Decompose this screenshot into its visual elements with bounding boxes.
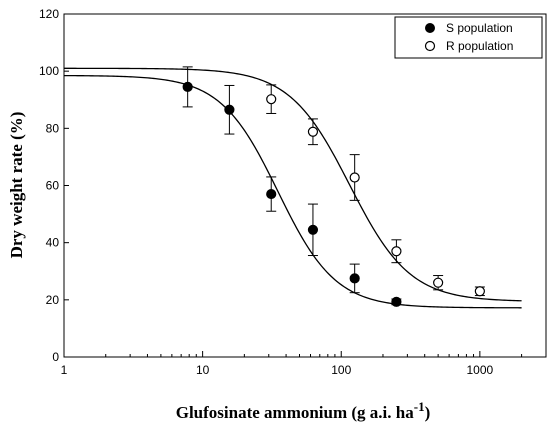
y-axis-title: Dry weight rate (%): [7, 112, 26, 259]
data-point-r: [307, 126, 319, 137]
x-axis-title-close: ): [425, 403, 431, 422]
legend-label-r: R population: [446, 39, 513, 53]
data-point-s: [266, 188, 277, 200]
fit-curves: [63, 67, 522, 309]
y-tick-label: 20: [46, 293, 60, 307]
error-bars: [182, 66, 485, 306]
x-axis-title-superscript: -1: [414, 399, 425, 414]
legend-box: [394, 16, 543, 59]
data-point-r: [433, 277, 444, 288]
data-point-s: [224, 104, 235, 115]
legend-marker-s: [425, 23, 435, 33]
data-point-r: [266, 94, 277, 105]
data-point-s: [391, 296, 402, 307]
data-point-r: [349, 172, 360, 183]
y-tick-label: 0: [52, 350, 59, 364]
legend-marker-r: [424, 40, 436, 52]
x-axis-title: Glufosinate ammonium (g a.i. ha-1): [176, 399, 431, 422]
y-tick-label: 40: [46, 236, 60, 250]
x-tick-label: 1000: [467, 363, 494, 377]
fit-curve: [63, 74, 522, 309]
x-tick-label: 1: [61, 363, 68, 377]
plot-frame: [63, 13, 547, 358]
y-tick-label: 120: [39, 7, 59, 21]
legend-label-s: S population: [446, 21, 513, 35]
y-tick-label: 60: [46, 179, 60, 193]
data-point-s: [307, 224, 319, 235]
fit-curve: [64, 67, 522, 302]
x-axis-title-main: Glufosinate ammonium (g a.i. ha: [176, 403, 415, 422]
data-point-s: [349, 273, 360, 284]
x-tick-label: 100: [331, 363, 351, 377]
legend: S population R population: [394, 16, 543, 59]
data-points: [182, 81, 485, 307]
data-point-s: [182, 81, 193, 92]
y-tick-label: 100: [39, 64, 59, 78]
data-point-r: [391, 246, 402, 257]
y-tick-label: 80: [46, 121, 60, 135]
x-tick-label: 10: [196, 363, 210, 377]
data-point-r: [474, 286, 485, 297]
